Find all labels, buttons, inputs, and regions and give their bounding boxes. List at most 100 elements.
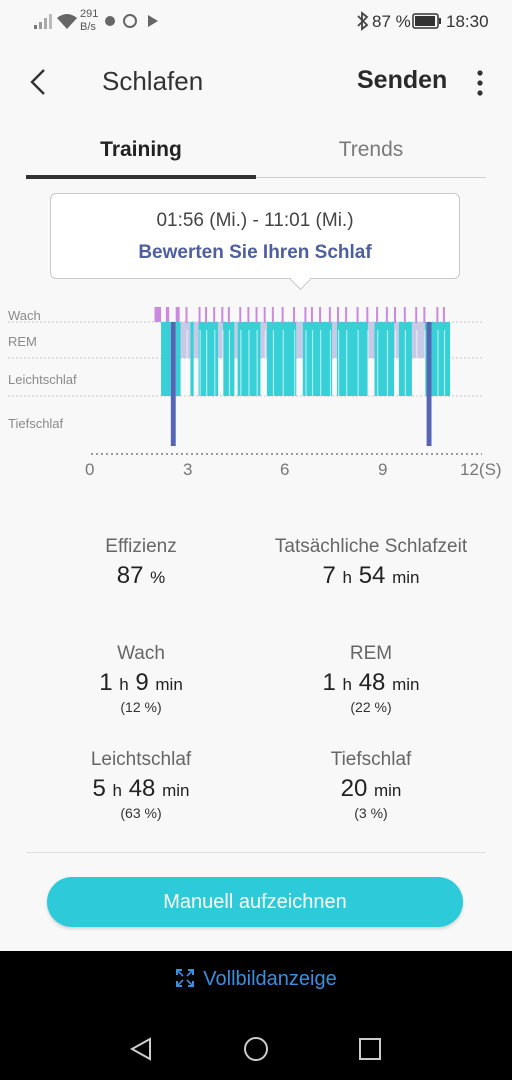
more-vert-icon: [477, 70, 483, 96]
segment-gap: [305, 330, 307, 396]
stat-label: Tiefschlaf: [330, 749, 412, 770]
stat-value: 20 min: [340, 775, 402, 802]
stat-percent: (12 %): [120, 699, 162, 715]
record-manually-button[interactable]: Manuell aufzeichnen: [47, 877, 463, 927]
fullscreen-button[interactable]: Vollbildanzeige: [0, 968, 512, 998]
stat-percent: (63 %): [120, 805, 162, 821]
sleep-time-range: 01:56 (Mi.) - 11:01 (Mi.): [156, 210, 354, 231]
wake-mark: [415, 307, 418, 323]
clock: 18:30: [446, 12, 489, 31]
segment-gap: [377, 330, 379, 396]
segment-gap: [367, 330, 369, 396]
wake-mark: [366, 307, 369, 323]
segment-leichtschlaf: [161, 322, 171, 396]
wake-mark: [328, 307, 331, 323]
segment-leichtschlaf: [198, 322, 219, 396]
wake-mark: [255, 307, 258, 323]
segment-gap: [395, 330, 397, 396]
stat-wach: Wach 1 h 9 min (12 %): [26, 643, 256, 715]
segment-gap: [346, 330, 348, 396]
tab-trends[interactable]: Trends: [338, 138, 404, 161]
segment-rem: [296, 322, 303, 358]
wake-mark: [376, 307, 379, 323]
net-speed-value: 291: [80, 8, 99, 20]
more-menu-button[interactable]: [468, 66, 492, 100]
segment-gap: [214, 330, 216, 396]
stat-rem: REM 1 h 48 min (22 %): [256, 643, 486, 715]
fullscreen-icon: [176, 969, 195, 987]
wake-mark: [247, 307, 250, 323]
segment-gap: [416, 330, 418, 396]
segment-gap: [386, 330, 389, 396]
segment-leichtschlaf: [302, 322, 333, 396]
back-button[interactable]: [24, 62, 60, 102]
segment-gap: [320, 330, 322, 396]
wake-mark: [436, 307, 439, 323]
wake-mark: [227, 307, 230, 323]
wake-mark: [385, 307, 388, 323]
battery-percent: 87 %: [372, 12, 411, 31]
wake-mark: [337, 307, 340, 323]
wake-mark: [394, 307, 397, 323]
wake-mark: [356, 307, 359, 323]
wifi-icon: [57, 14, 77, 29]
stat-value: 1 h 48 min: [322, 669, 420, 696]
stat-tiefschlaf: Tiefschlaf 20 min (3 %): [256, 749, 486, 821]
segment-rem: [193, 322, 199, 358]
segment-gap: [338, 330, 340, 396]
segment-leichtschlaf: [374, 322, 395, 396]
segment-gap: [443, 330, 446, 396]
wake-mark: [293, 307, 296, 323]
rate-sleep-link[interactable]: Bewerten Sie Ihren Schlaf: [138, 242, 372, 263]
navigation-area: [0, 951, 512, 1080]
segment-rem: [367, 322, 375, 358]
segment-leichtschlaf: [424, 322, 427, 396]
segment-gap: [294, 330, 296, 396]
segment-gap: [222, 330, 224, 396]
x-tick-label: 3: [183, 460, 193, 479]
segment-rem: [260, 322, 267, 358]
wake-mark: [423, 307, 426, 323]
stat-label: Effizienz: [105, 536, 177, 557]
stage-label-tiefschlaf: Tiefschlaf: [8, 416, 64, 431]
wake-mark: [442, 307, 445, 323]
segment-gap: [228, 330, 231, 396]
segment-rem: [411, 322, 425, 358]
segment-tiefschlaf: [426, 322, 432, 446]
segment-gap: [248, 330, 250, 396]
nav-home-icon[interactable]: [243, 1036, 269, 1062]
stat-value: 5 h 48 min: [92, 775, 190, 802]
x-tick-label: 6: [280, 460, 290, 479]
segment-rem: [180, 322, 191, 358]
nav-back-icon[interactable]: [128, 1036, 154, 1062]
stat-label: Wach: [117, 643, 165, 664]
sleep-tooltip: [50, 193, 460, 279]
segment-gap: [240, 330, 242, 396]
stat-value: 7 h 54 min: [322, 562, 420, 589]
back-arrow-icon: [30, 69, 45, 95]
segment-gap: [186, 330, 188, 396]
x-tick-label: 9: [378, 460, 388, 479]
tab-training[interactable]: Training: [100, 138, 182, 161]
segment-gap: [404, 330, 406, 396]
wake-mark: [213, 307, 216, 323]
stat-percent: (22 %): [350, 699, 392, 715]
stat-value: 87 %: [116, 562, 166, 589]
segment-gap: [272, 330, 275, 396]
segment-wach: [165, 307, 170, 322]
wake-mark: [185, 307, 188, 323]
page-title: Schlafen: [102, 66, 204, 96]
nav-recent-icon[interactable]: [358, 1037, 382, 1061]
segment-gap: [256, 330, 258, 396]
segment-gap: [199, 330, 201, 396]
segment-wach: [175, 307, 180, 322]
stat-label: Tatsächliche Schlafzeit: [274, 536, 468, 557]
segment-gap: [329, 330, 332, 396]
wake-mark: [310, 307, 313, 323]
signal-icon: [34, 14, 52, 29]
send-button[interactable]: Senden: [357, 66, 448, 94]
segment-gap: [311, 330, 314, 396]
segment-rem: [394, 322, 399, 358]
segment-gap: [206, 330, 208, 396]
segment-rem: [332, 322, 338, 358]
